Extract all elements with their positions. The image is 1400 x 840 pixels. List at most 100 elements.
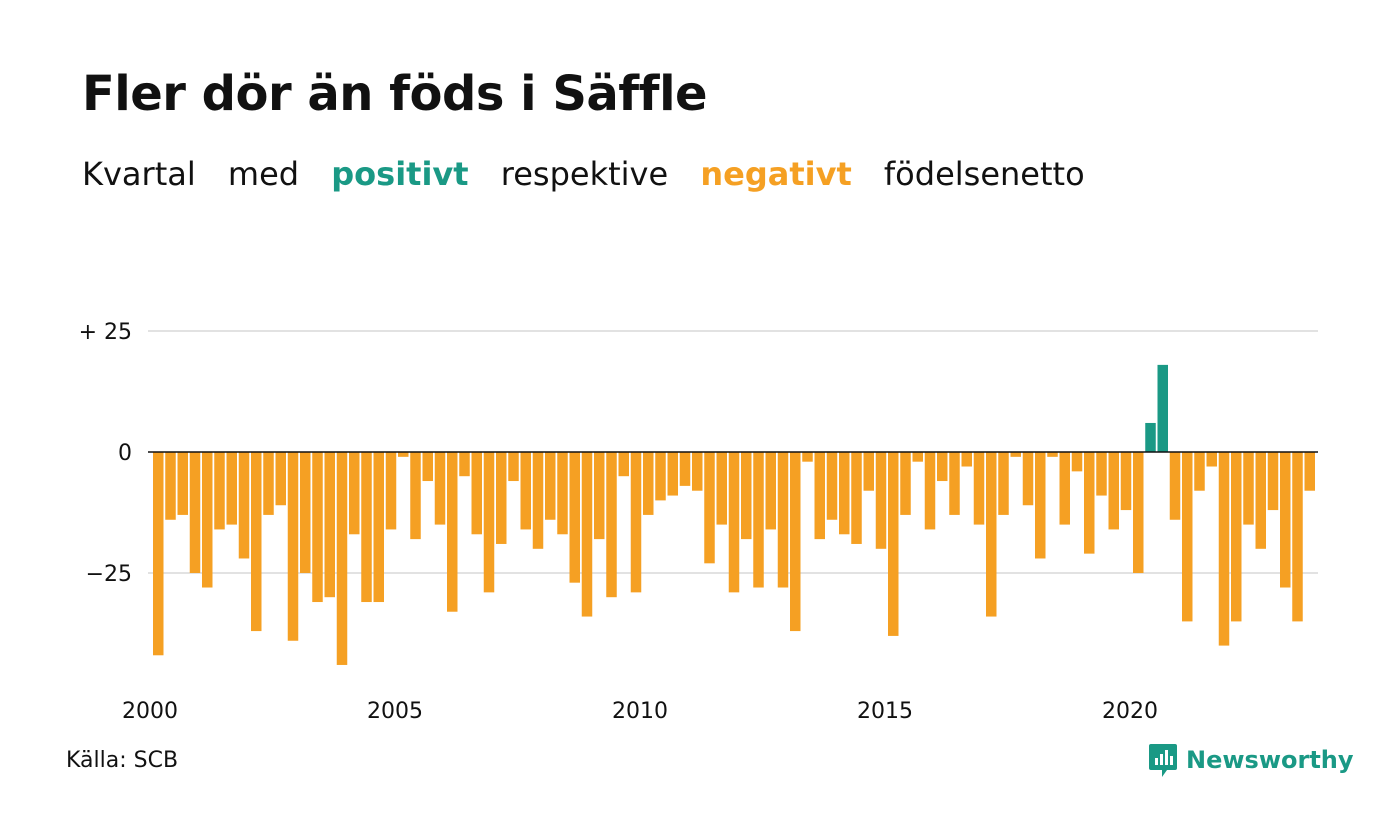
bar [606,452,617,598]
bar [802,452,813,462]
bar [961,452,972,467]
bar [1292,452,1303,622]
bar [312,452,323,603]
bar [1145,422,1156,452]
subtitle-negative-word: negativt [700,155,852,193]
bar [545,452,556,520]
bar [704,452,715,564]
bar [851,452,862,544]
bar [165,452,176,520]
bar [263,452,274,515]
bar [1206,452,1217,467]
brand-logo: Newsworthy [1148,742,1354,778]
bar [447,452,458,612]
bar [1096,452,1107,496]
bar [973,452,985,525]
bar [1084,452,1095,554]
bar [728,452,740,593]
bar [998,452,1009,515]
bar [1231,452,1242,622]
bar [238,452,250,559]
bar [483,452,495,593]
bar [900,452,911,515]
subtitle-text-1: Kvartal [82,155,196,193]
bar [814,452,825,540]
bar [1218,452,1230,646]
bar [557,452,568,535]
bar [741,452,752,540]
bar [618,452,629,477]
bar [214,452,225,530]
bar [520,452,531,530]
bar [300,452,311,573]
bar [1157,364,1168,452]
bar [1071,452,1083,472]
bar [753,452,764,588]
bar [508,452,519,482]
bar [1267,452,1279,511]
bar [189,452,201,573]
bar [434,452,446,525]
bar [1022,452,1034,506]
bar [496,452,507,544]
bar [1108,452,1119,530]
chart-title: Fler dör än föds i Säffle [82,66,708,122]
bar [275,452,286,506]
bar [153,452,164,656]
bar [937,452,948,482]
source-note: Källa: SCB [66,748,179,773]
y-tick-label: 0 [118,441,132,466]
bar [226,452,237,525]
bar [251,452,262,632]
bar [839,452,850,535]
bar [888,452,899,636]
bar [1059,452,1070,525]
bar [679,452,691,486]
bar [1182,452,1193,622]
bar [875,452,887,549]
bar [1133,452,1144,573]
bar [692,452,703,491]
subtitle-positive-word: positivt [331,155,469,193]
subtitle-text-3: respektive [500,155,669,193]
bar [361,452,372,603]
bar [324,452,335,598]
x-tick-label: 2000 [122,699,178,724]
bar [790,452,801,632]
bar [422,452,433,482]
bar [986,452,997,617]
bar [336,452,348,665]
bar [373,452,384,603]
bar [912,452,923,462]
bar [349,452,360,535]
bar [471,452,482,535]
bar [1255,452,1266,549]
bar [581,452,593,617]
bar [202,452,213,588]
newsworthy-chart-bubble-icon [1149,744,1177,777]
bar [863,452,874,491]
x-tick-label: 2010 [612,699,668,724]
bar [924,452,936,530]
bar [287,452,299,641]
chart-subtitle: Kvartal med positivt respektive negativt… [82,155,1107,193]
bar [643,452,654,515]
bar [1120,452,1132,511]
bar [630,452,642,593]
bar [716,452,727,525]
bar [949,452,960,515]
bar [385,452,397,530]
bar [826,452,838,520]
bar [655,452,666,501]
bar [459,452,470,477]
bar [1010,452,1021,457]
bar [1035,452,1046,559]
bar [1047,452,1058,457]
bar [777,452,789,588]
y-tick-label: −25 [86,562,132,587]
x-tick-label: 2015 [857,699,913,724]
bar [398,452,409,457]
bar [594,452,605,540]
bar [532,452,544,549]
